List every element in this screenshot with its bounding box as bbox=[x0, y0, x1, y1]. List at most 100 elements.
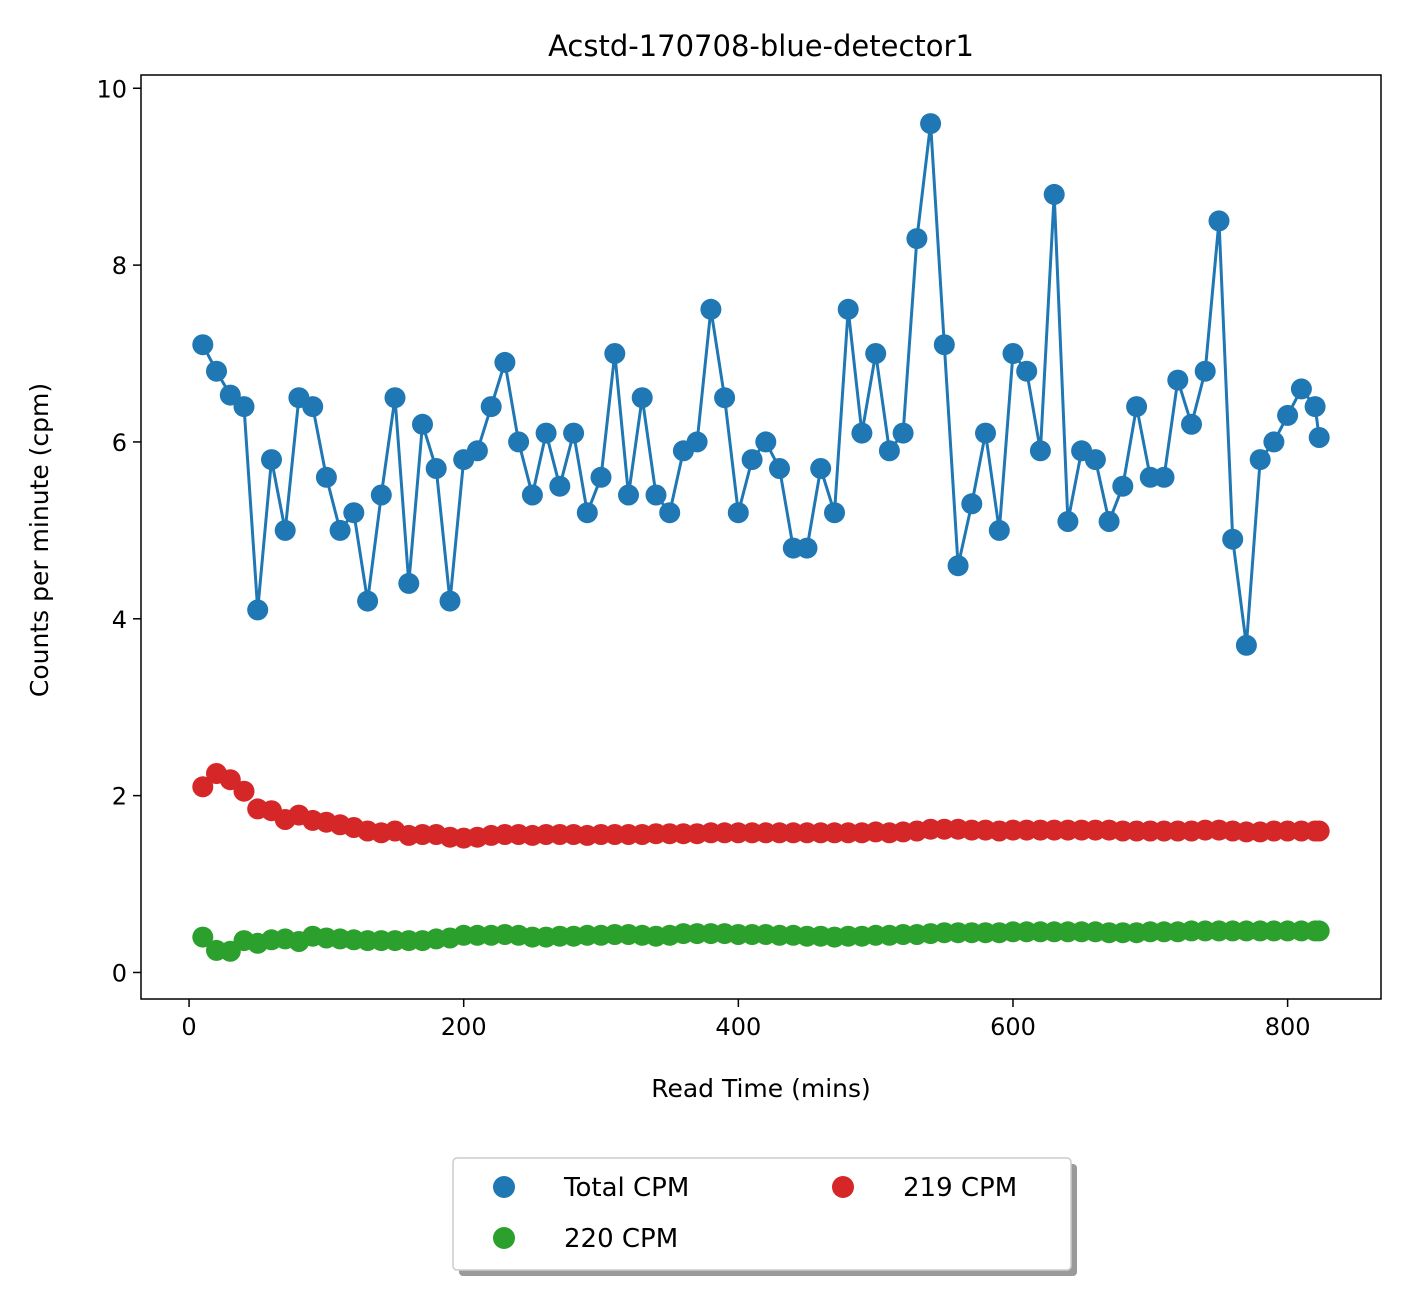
data-point bbox=[357, 590, 379, 612]
data-point bbox=[247, 599, 269, 621]
y-tick-label: 8 bbox=[112, 252, 127, 280]
data-point bbox=[1084, 449, 1106, 471]
data-point bbox=[398, 572, 420, 594]
data-point bbox=[755, 431, 777, 453]
data-point bbox=[370, 484, 392, 506]
data-point bbox=[1029, 440, 1051, 462]
data-point bbox=[851, 422, 873, 444]
data-point bbox=[837, 298, 859, 320]
data-point bbox=[302, 396, 324, 418]
legend-label: 220 CPM bbox=[564, 1224, 678, 1254]
data-point bbox=[1002, 343, 1024, 364]
legend-marker bbox=[832, 1176, 854, 1198]
data-point bbox=[631, 387, 653, 409]
x-tick-label: 0 bbox=[181, 1013, 196, 1041]
data-point bbox=[590, 466, 612, 488]
data-point bbox=[576, 502, 598, 524]
data-point bbox=[933, 334, 955, 356]
legend-box bbox=[452, 1157, 1072, 1271]
data-point bbox=[384, 387, 406, 409]
data-point bbox=[439, 590, 461, 612]
data-point bbox=[645, 484, 667, 506]
data-point bbox=[824, 502, 845, 524]
data-point bbox=[480, 396, 502, 418]
data-point bbox=[274, 519, 296, 541]
x-tick-label: 800 bbox=[1265, 1013, 1311, 1041]
data-point bbox=[1277, 404, 1299, 426]
data-point bbox=[412, 413, 433, 435]
data-point bbox=[988, 519, 1010, 541]
data-point bbox=[1208, 210, 1230, 232]
data-point bbox=[810, 458, 832, 479]
data-point bbox=[1263, 431, 1285, 453]
data-point bbox=[700, 298, 722, 320]
y-axis-label: Counts per minute (cpm) bbox=[25, 383, 54, 697]
data-point bbox=[1016, 360, 1038, 382]
data-point bbox=[1043, 183, 1065, 205]
series-line-total-cpm bbox=[201, 122, 1321, 647]
data-point bbox=[535, 422, 557, 444]
data-point bbox=[865, 343, 887, 364]
data-point bbox=[192, 334, 214, 356]
series-219-cpm bbox=[192, 763, 1330, 849]
data-point bbox=[1194, 360, 1216, 382]
series-220-cpm bbox=[192, 920, 1330, 962]
data-point bbox=[1249, 449, 1271, 471]
data-point bbox=[659, 502, 681, 524]
data-point bbox=[1167, 369, 1189, 391]
data-point bbox=[796, 537, 818, 559]
data-point bbox=[892, 422, 914, 444]
data-point bbox=[233, 396, 255, 418]
data-point bbox=[1181, 413, 1202, 435]
x-axis: 0 200 400 600 800 bbox=[181, 999, 1311, 1041]
plot-frame bbox=[140, 74, 1382, 1000]
x-tick-label: 400 bbox=[715, 1013, 761, 1041]
chart-title: Acstd-170708-blue-detector1 bbox=[548, 29, 974, 63]
data-point bbox=[219, 769, 241, 791]
data-point bbox=[563, 422, 585, 444]
data-point bbox=[961, 493, 983, 515]
data-point bbox=[878, 440, 900, 462]
legend-label: 219 CPM bbox=[903, 1173, 1017, 1203]
data-point bbox=[206, 360, 227, 382]
data-point bbox=[975, 422, 996, 444]
data-point bbox=[192, 926, 214, 948]
data-point bbox=[1098, 511, 1120, 532]
data-point bbox=[727, 502, 749, 524]
data-point bbox=[1304, 396, 1326, 418]
y-axis: 0 2 4 6 8 10 bbox=[96, 75, 141, 987]
data-point bbox=[1057, 511, 1079, 532]
data-point bbox=[508, 431, 530, 453]
legend-marker bbox=[493, 1176, 515, 1198]
data-point bbox=[1308, 427, 1330, 448]
y-tick-label: 10 bbox=[96, 75, 127, 103]
y-tick-label: 6 bbox=[112, 429, 127, 457]
data-point bbox=[219, 384, 241, 406]
data-point bbox=[947, 555, 969, 577]
data-point bbox=[604, 343, 626, 364]
data-point bbox=[1308, 920, 1330, 942]
data-point bbox=[686, 431, 708, 453]
data-point bbox=[329, 519, 351, 541]
data-point bbox=[714, 387, 736, 409]
data-point bbox=[233, 780, 255, 802]
x-tick-label: 200 bbox=[441, 1013, 487, 1041]
y-tick-label: 4 bbox=[112, 606, 127, 634]
data-point bbox=[192, 776, 214, 798]
plot-area bbox=[192, 113, 1330, 962]
data-point bbox=[343, 502, 365, 524]
data-point bbox=[1126, 396, 1148, 418]
x-tick-label: 600 bbox=[990, 1013, 1036, 1041]
y-tick-label: 2 bbox=[112, 783, 127, 811]
data-point bbox=[741, 449, 763, 471]
legend-label: Total CPM bbox=[563, 1173, 689, 1203]
data-point bbox=[920, 113, 942, 135]
y-tick-label: 0 bbox=[112, 959, 127, 987]
data-point bbox=[1153, 466, 1175, 488]
data-point bbox=[425, 458, 447, 479]
data-point bbox=[466, 440, 488, 462]
data-point bbox=[1222, 528, 1244, 550]
data-point bbox=[1290, 378, 1312, 400]
legend-marker bbox=[493, 1227, 515, 1249]
